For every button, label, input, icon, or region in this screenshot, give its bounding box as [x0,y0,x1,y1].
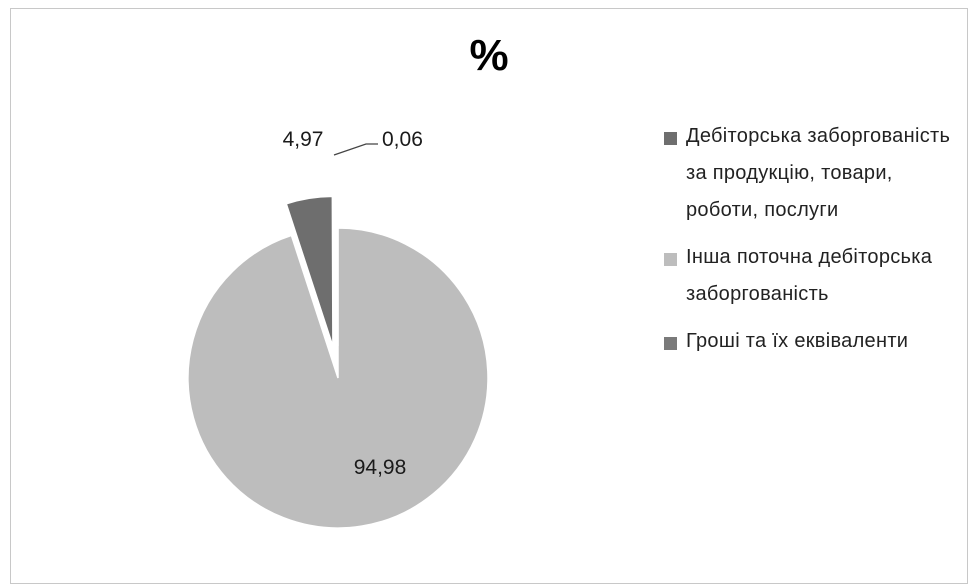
legend-label-trade-receivables: Дебіторська заборгованість за продукцію,… [686,125,951,221]
legend-swatch-other-receivables [664,253,677,266]
data-label-other-receivables: 94,98 [354,456,407,479]
data-label-trade-receivables: 4,97 [283,128,324,151]
legend-label-other-receivables: Інша поточна дебіторська заборгованість [686,246,933,305]
pie-slice-cash [336,195,339,347]
pie-slice-other-receivables [187,227,489,529]
data-label-cash: 0,06 [382,128,423,151]
leader-line-cash [333,143,378,156]
pie-slice-trade-receivables [285,195,334,347]
legend-swatch-trade-receivables [664,132,677,145]
legend-item-cash: Гроші та їх еквіваленти [664,323,954,360]
chart-frame: % [10,8,968,584]
legend-item-other-receivables: Інша поточна дебіторська заборгованість [664,239,954,313]
legend: Дебіторська заборгованість за продукцію,… [664,118,954,370]
legend-swatch-cash [664,337,677,350]
chart-title: % [469,31,509,80]
legend-item-trade-receivables: Дебіторська заборгованість за продукцію,… [664,118,954,229]
legend-label-cash: Гроші та їх еквіваленти [686,330,909,352]
